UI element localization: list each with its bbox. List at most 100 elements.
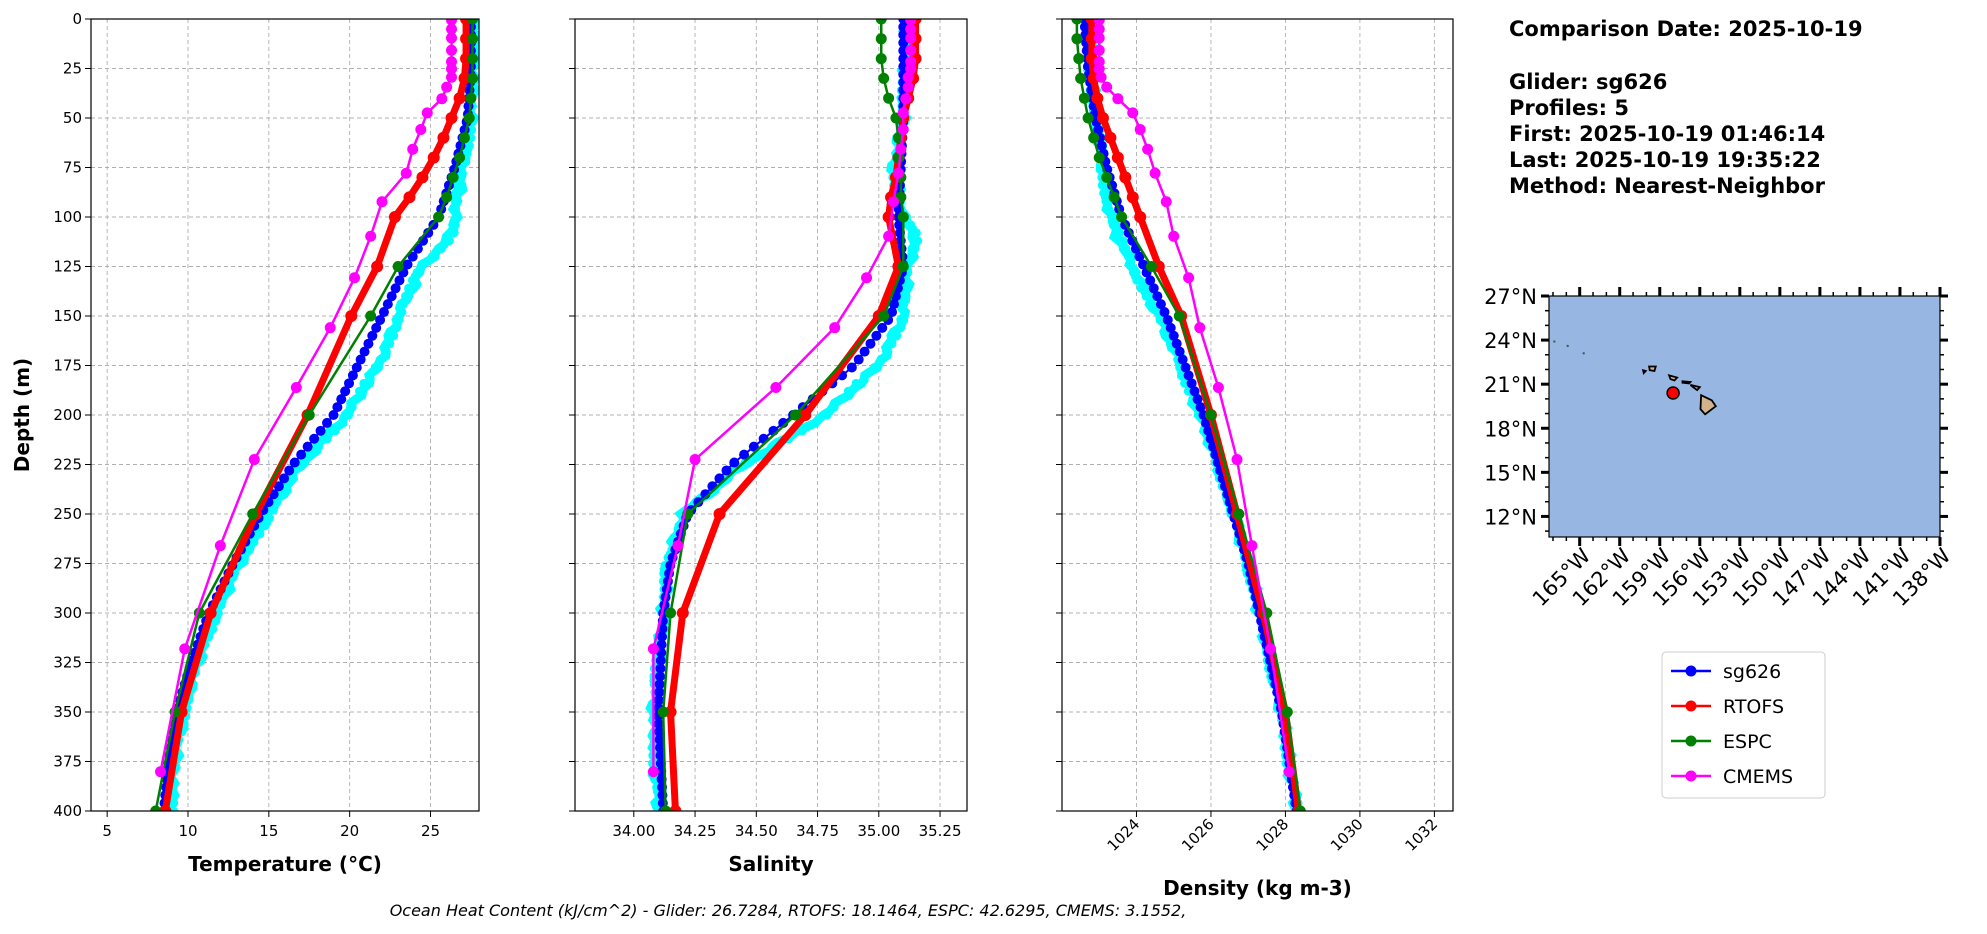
series-point (1078, 92, 1090, 104)
glider-raw-point (249, 537, 259, 547)
series-point (371, 322, 382, 333)
glider-raw-point (169, 798, 179, 808)
glider-raw-point (1104, 204, 1114, 214)
series-point (1093, 19, 1105, 26)
series-point (905, 44, 917, 56)
panel-dens: 1024 1026 1028 1030 1032 Density (kg m-3) (1056, 18, 1454, 900)
series-point (1183, 272, 1195, 284)
series-point (394, 275, 405, 286)
series-point (1246, 540, 1258, 552)
series-point (248, 454, 260, 466)
series-point (1212, 381, 1224, 393)
series-cmems (1093, 19, 1295, 778)
series-cmems (647, 19, 917, 778)
series-point (693, 497, 704, 508)
glider-raw-point (451, 188, 461, 198)
series-point (446, 44, 458, 56)
series-point (458, 132, 470, 144)
series-point (655, 655, 666, 666)
series-point (905, 32, 917, 44)
series-point (359, 346, 370, 357)
series-point (204, 607, 217, 619)
glider-raw-point (375, 355, 385, 365)
series-point (1119, 171, 1132, 184)
comparison-date: Comparison Date: 2025-10-19 (1509, 17, 1863, 41)
glider-raw-point (913, 236, 923, 246)
series-point (883, 92, 895, 104)
glider-raw-point (380, 347, 390, 357)
series-point (1093, 63, 1105, 75)
series-point (894, 219, 905, 230)
series-point (1093, 23, 1105, 35)
legend-label: CMEMS (1723, 766, 1793, 788)
glider-raw-point (451, 204, 461, 214)
series-point (1231, 454, 1243, 466)
glider-raw-point (1097, 180, 1107, 190)
series-point (1174, 346, 1185, 357)
series-point (386, 291, 397, 302)
series-point (179, 643, 191, 655)
series-point (1148, 283, 1159, 294)
x-tick-label: 10 (178, 822, 197, 840)
series-point (656, 639, 667, 650)
lat-tick-label: 18°N (1484, 417, 1537, 441)
series-point (284, 465, 295, 476)
series-point (289, 457, 300, 468)
series-point (1104, 131, 1117, 144)
x-axis-label: Salinity (728, 852, 813, 876)
legend-marker (1685, 770, 1697, 782)
y-tick-label: 300 (53, 604, 82, 622)
series-point (900, 93, 912, 105)
glider-raw-point (427, 252, 437, 262)
glider-raw-point (1180, 378, 1190, 388)
glider-raw-point (810, 418, 820, 428)
legend-item-rtofs: RTOFS (1671, 696, 1784, 718)
series-point (1127, 107, 1139, 119)
series-point (1159, 307, 1170, 318)
glider-raw-point (876, 355, 886, 365)
lat-tick-label: 24°N (1484, 329, 1537, 353)
series-point (657, 631, 668, 642)
series-point (1233, 508, 1245, 520)
series-point (1195, 402, 1206, 413)
series-point (423, 227, 434, 238)
series-point (1203, 425, 1214, 436)
islet (1582, 352, 1585, 355)
islet (1553, 340, 1556, 343)
series-point (871, 330, 882, 341)
series-point (655, 750, 666, 761)
series-point (1180, 362, 1191, 373)
series-point (883, 230, 895, 242)
plot-area (1071, 19, 1306, 811)
x-axis-label: Temperature (°C) (188, 852, 382, 876)
series-point (382, 299, 393, 310)
series-point (1186, 378, 1197, 389)
series-line (661, 19, 905, 811)
series-point (453, 92, 466, 105)
island (1648, 365, 1657, 372)
glider-raw-point (305, 450, 315, 460)
series-point (467, 72, 479, 84)
glider-raw-point (467, 125, 477, 135)
series-point (446, 71, 458, 83)
series-point (447, 171, 459, 183)
legend-item-sg626: sg626 (1671, 661, 1781, 683)
series-point (1205, 409, 1217, 421)
glider-raw-point (851, 378, 861, 388)
series-point (315, 425, 326, 436)
glider-raw-point (910, 244, 920, 254)
glider-raw-point (450, 220, 460, 230)
legend-marker (1685, 700, 1697, 712)
series-point (1152, 291, 1163, 302)
series-point (739, 449, 750, 460)
series-point (655, 663, 666, 674)
glider-raw-point (1101, 196, 1111, 206)
series-point (1093, 152, 1105, 164)
series-point (332, 402, 343, 413)
island (1689, 384, 1702, 392)
series-point (1093, 44, 1105, 56)
series-point (336, 394, 347, 405)
series-line (1097, 19, 1291, 772)
series-point (441, 81, 453, 93)
